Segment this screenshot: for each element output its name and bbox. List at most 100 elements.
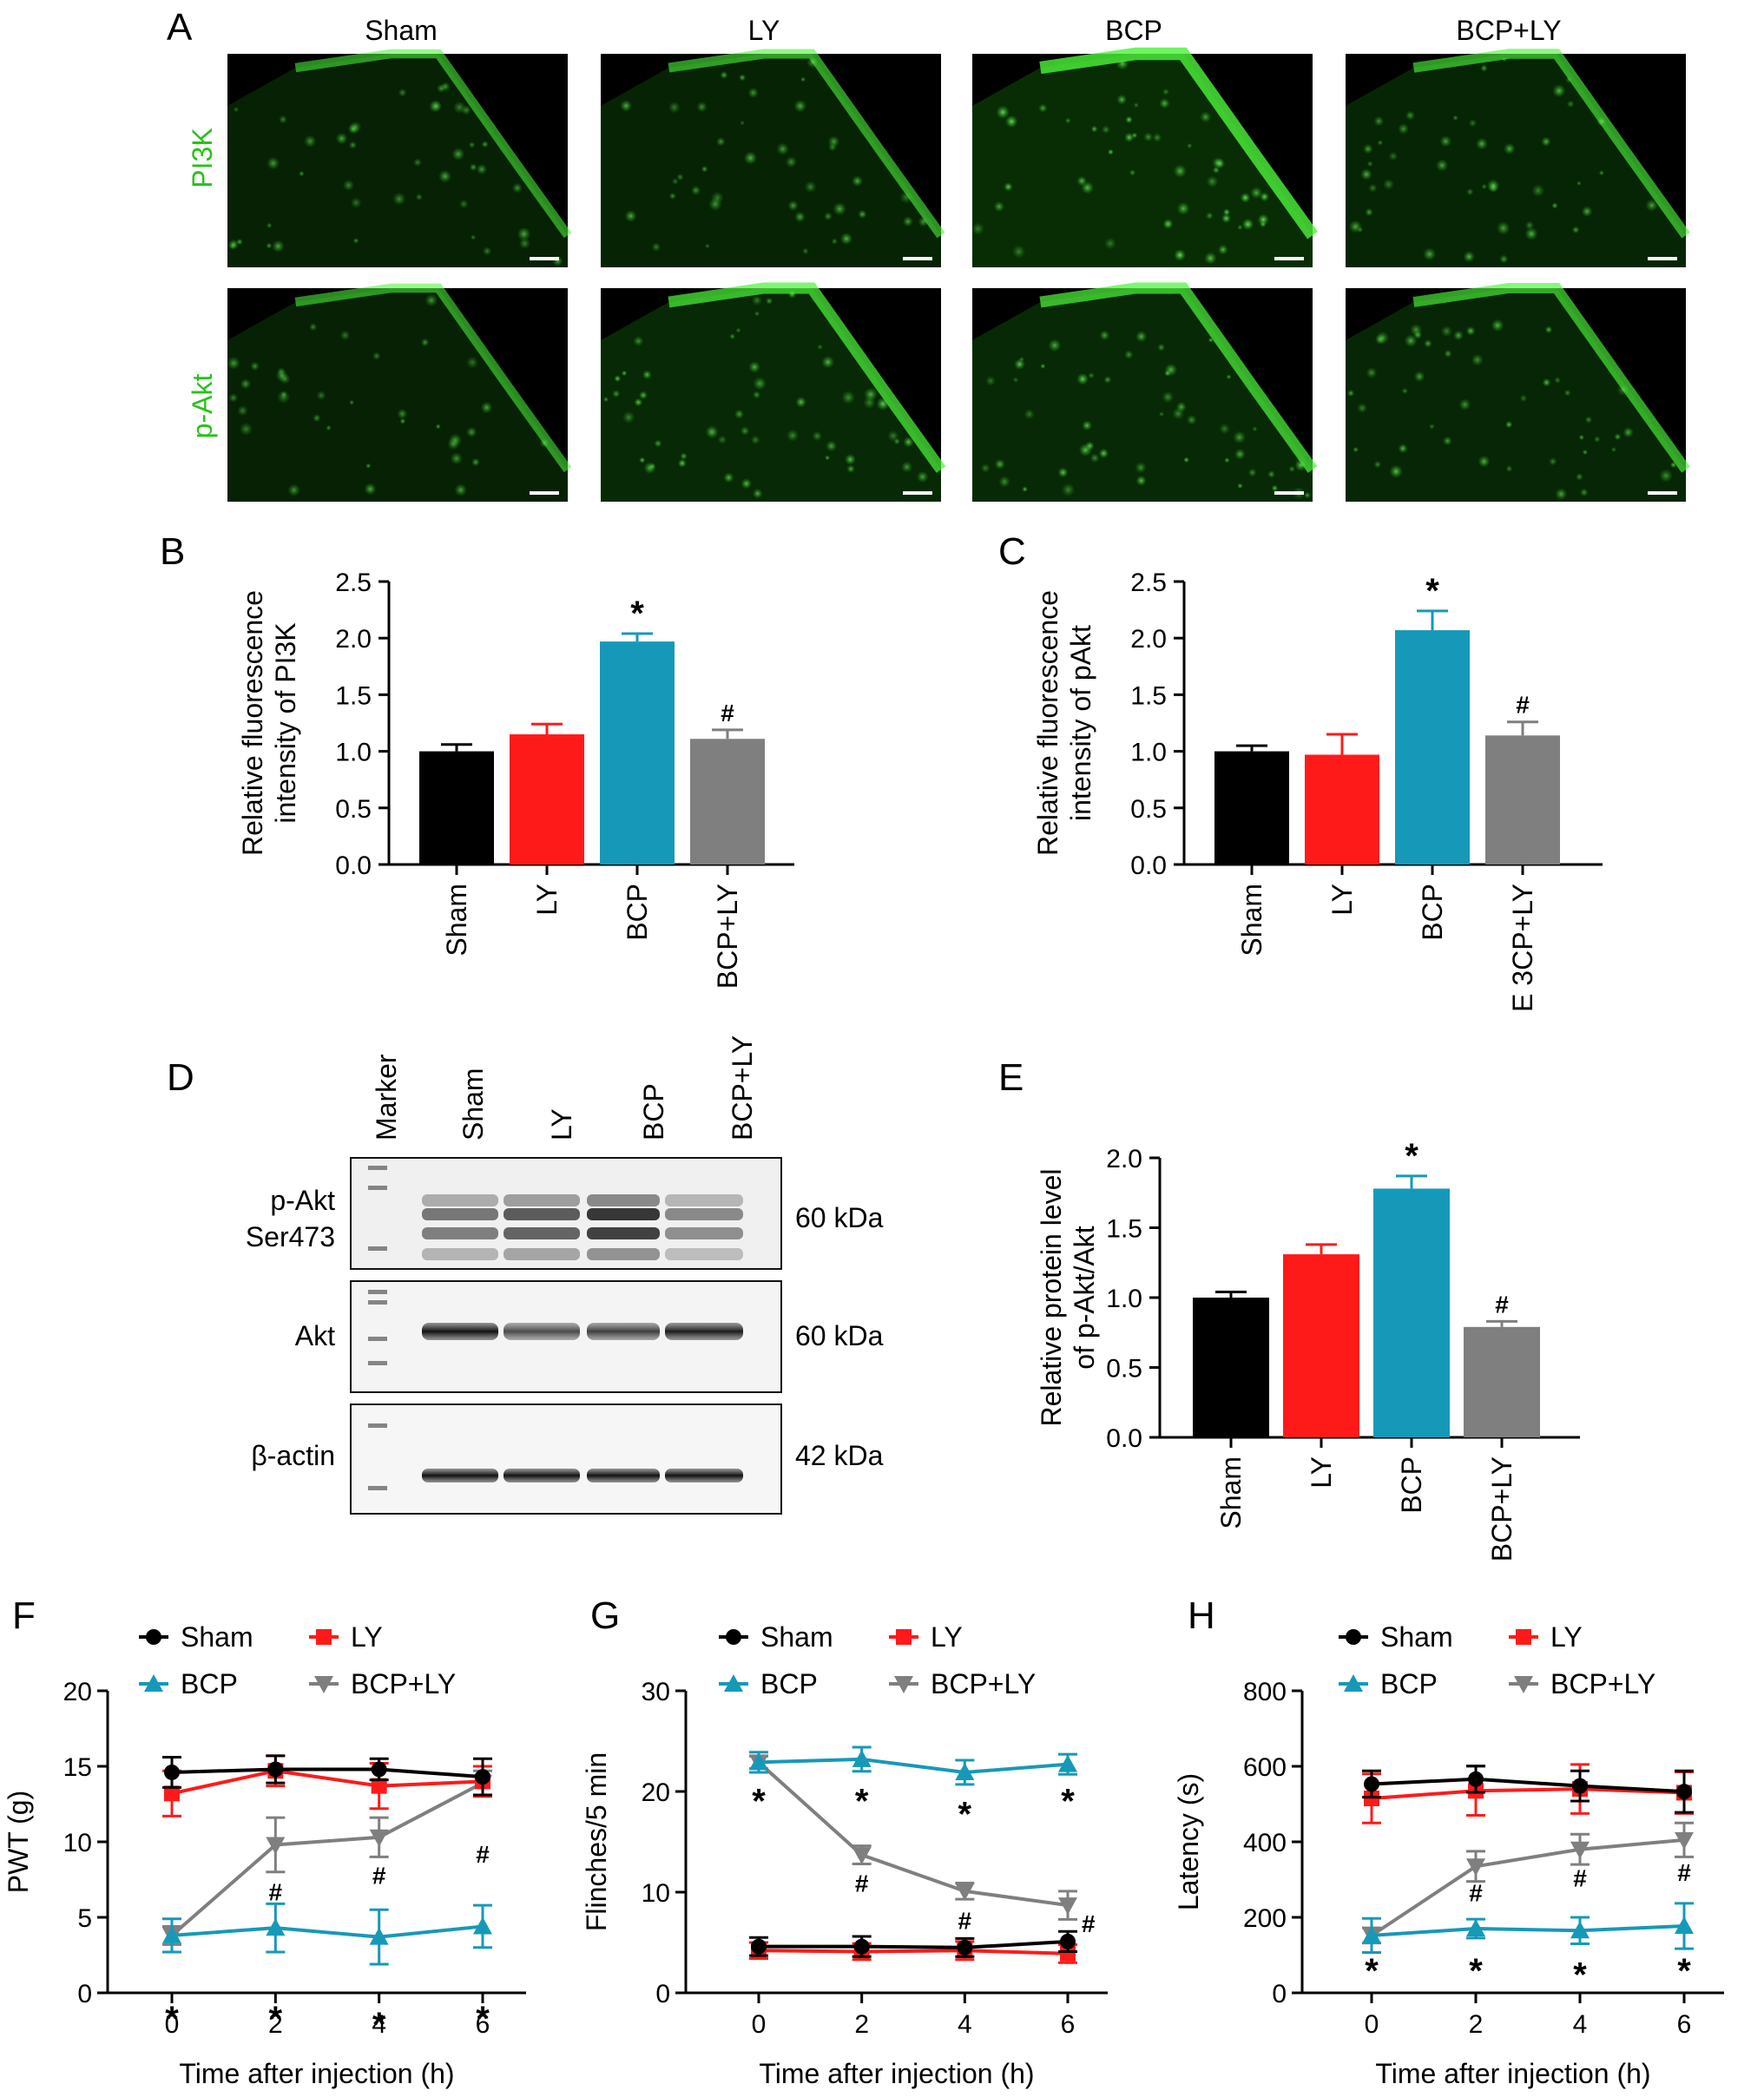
data-point-bcp: [162, 1925, 181, 1943]
cell-spot: [1204, 252, 1217, 265]
y-tick-label: 600: [1243, 1753, 1287, 1782]
cell-spot: [1524, 227, 1538, 240]
data-point-bcp: [1466, 1919, 1485, 1937]
cell-spot: [1491, 319, 1504, 332]
cell-spot: [1157, 343, 1166, 352]
cell-spot: [806, 56, 819, 69]
panel-label-d: D: [167, 1056, 194, 1099]
cell-spot: [971, 222, 984, 235]
cell-spot: [887, 430, 899, 442]
beta-actin-band: [587, 1469, 660, 1482]
blot-label-akt: Akt: [295, 1320, 335, 1351]
cell-spot: [420, 338, 430, 347]
data-point-bcp-ly: [955, 1883, 975, 1901]
data-point-bcp-ly: [369, 1829, 389, 1847]
cell-spot: [1250, 187, 1263, 200]
cell-spot: [1389, 464, 1403, 478]
significance-mark: #: [958, 1907, 972, 1934]
cell-spot: [1123, 350, 1134, 359]
data-point-bcp: [1058, 1754, 1077, 1772]
cell-spot: [1173, 164, 1188, 178]
marker-ladder-band: [368, 1300, 387, 1305]
cell-spot: [704, 243, 710, 249]
cell-spot: [1217, 244, 1228, 255]
y-tick-label: 20: [63, 1678, 92, 1706]
y-tick-label: 1.5: [1106, 1215, 1142, 1244]
data-point-bcp: [1570, 1921, 1590, 1939]
tissue-region: [1346, 54, 1686, 267]
cell-spot: [1018, 356, 1024, 362]
significance-mark: #: [1573, 1864, 1587, 1891]
y-tick-label: 200: [1243, 1904, 1287, 1933]
cell-spot: [717, 435, 727, 444]
legend-marker-bcp: [144, 1674, 163, 1692]
cell-spot: [677, 458, 687, 468]
cell-spot: [1135, 475, 1147, 486]
p-akt-band: [422, 1248, 498, 1260]
significance-mark: *: [1365, 1952, 1379, 1990]
cell-spot: [1183, 457, 1190, 463]
cell-spot: [335, 132, 348, 145]
panel-label-h: H: [1188, 1594, 1215, 1637]
cell-spot: [754, 311, 760, 317]
y-axis-label: PWT (g): [3, 1791, 34, 1894]
cell-spot: [1428, 423, 1435, 430]
cell-spot: [1622, 426, 1634, 438]
data-point-sham: [1060, 1933, 1076, 1949]
cell-spot: [1471, 353, 1484, 366]
cell-spot: [465, 426, 477, 438]
y-tick-label: 10: [642, 1879, 670, 1908]
cell-spot: [480, 401, 493, 414]
lane-label-ly: LY: [546, 1108, 577, 1141]
cell-spot: [233, 106, 240, 113]
cell-spot: [602, 396, 609, 403]
cell-spot: [1247, 468, 1257, 477]
cell-spot: [267, 156, 280, 170]
p-akt-band: [504, 1208, 580, 1220]
cell-spot: [690, 185, 701, 196]
significance-mark: *: [958, 1795, 972, 1833]
cell-spot: [1551, 202, 1558, 209]
cell-spot: [1259, 220, 1267, 228]
cell-spot: [1377, 140, 1384, 146]
cell-spot: [1200, 111, 1212, 123]
cell-spot: [392, 192, 406, 206]
cell-spot: [902, 216, 914, 227]
panel-label-c: C: [998, 530, 1026, 573]
cell-spot: [876, 397, 890, 411]
cell-spot: [1404, 334, 1418, 348]
tissue-edge-glow: [1039, 282, 1318, 473]
y-axis-label: intensity of pAkt: [1065, 625, 1096, 821]
cell-spot: [1162, 391, 1175, 404]
tissue-region: [227, 288, 568, 502]
cell-spot: [824, 212, 833, 221]
scale-bar: [1648, 257, 1677, 260]
cell-spot: [326, 424, 332, 431]
cell-spot: [1440, 325, 1453, 338]
cell-spot: [1135, 331, 1148, 343]
cell-spot: [801, 247, 809, 255]
micrograph-pi3k-sham: [227, 49, 572, 267]
significance-mark: *: [476, 2000, 490, 2038]
cell-spot: [1373, 115, 1385, 127]
cell-spot: [1048, 339, 1062, 352]
cell-spot: [787, 289, 797, 299]
cell-spot: [1011, 245, 1026, 259]
y-axis-label: Relative fluorescence: [237, 590, 268, 856]
cell-spot: [1241, 218, 1254, 231]
cell-spot: [236, 238, 243, 246]
bar-bcp: [1395, 630, 1470, 864]
tissue-region: [601, 288, 941, 502]
cell-spot: [671, 178, 679, 185]
cell-spot: [1152, 133, 1162, 142]
cell-spot: [1501, 56, 1508, 62]
cell-spot: [399, 417, 406, 424]
cell-spot: [1584, 416, 1593, 424]
cell-spot: [817, 344, 823, 351]
cell-spot: [470, 234, 477, 240]
bar-sham: [1193, 1298, 1269, 1437]
data-point-ly: [1060, 1945, 1076, 1962]
cell-spot: [996, 105, 1010, 119]
line-chart-pwt: 0 5 10 15 20 0 2 4 6 Time after injection (h) PWT …: [3, 1621, 526, 2089]
series-line-bcp: [1371, 1924, 1685, 1937]
